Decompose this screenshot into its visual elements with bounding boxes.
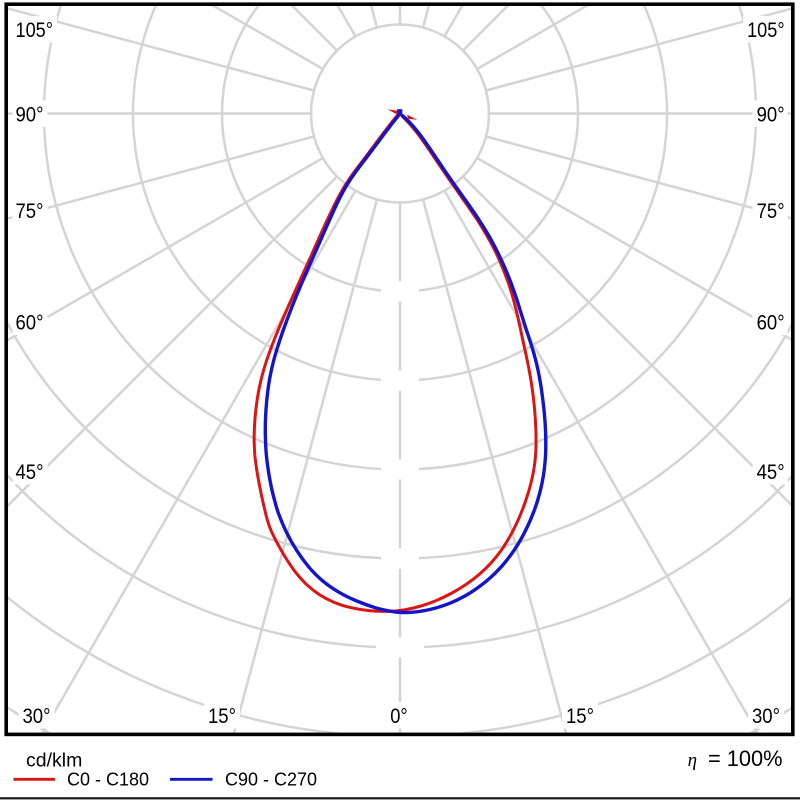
svg-text:15°: 15° — [208, 704, 236, 728]
svg-text:30°: 30° — [23, 704, 51, 728]
svg-text:η = 100%: η = 100% — [688, 746, 783, 771]
svg-text:C90 - C270: C90 - C270 — [225, 770, 317, 790]
svg-text:90°: 90° — [757, 102, 785, 126]
svg-text:45°: 45° — [757, 460, 785, 484]
svg-text:60°: 60° — [757, 311, 785, 335]
svg-text:105°: 105° — [747, 18, 785, 42]
svg-text:0°: 0° — [390, 704, 408, 728]
svg-text:cd/klm: cd/klm — [26, 750, 82, 772]
svg-text:75°: 75° — [16, 199, 44, 223]
svg-text:15°: 15° — [566, 704, 594, 728]
svg-text:90°: 90° — [16, 102, 44, 126]
svg-text:105°: 105° — [16, 18, 54, 42]
svg-text:75°: 75° — [757, 199, 785, 223]
svg-text:45°: 45° — [16, 460, 44, 484]
svg-text:60°: 60° — [16, 311, 44, 335]
svg-text:30°: 30° — [752, 704, 780, 728]
svg-text:C0 - C180: C0 - C180 — [67, 770, 149, 790]
